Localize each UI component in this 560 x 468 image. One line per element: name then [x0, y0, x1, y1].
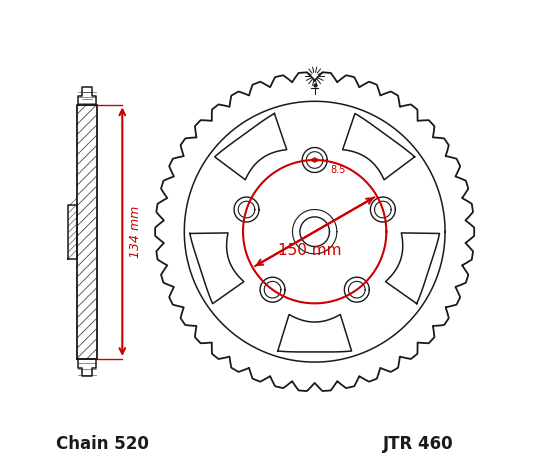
Text: 150 mm: 150 mm: [278, 243, 342, 258]
Text: JTR 460: JTR 460: [384, 435, 454, 453]
Text: 134 mm: 134 mm: [129, 205, 142, 258]
Text: Chain 520: Chain 520: [55, 435, 148, 453]
Text: 8.5: 8.5: [330, 165, 346, 175]
